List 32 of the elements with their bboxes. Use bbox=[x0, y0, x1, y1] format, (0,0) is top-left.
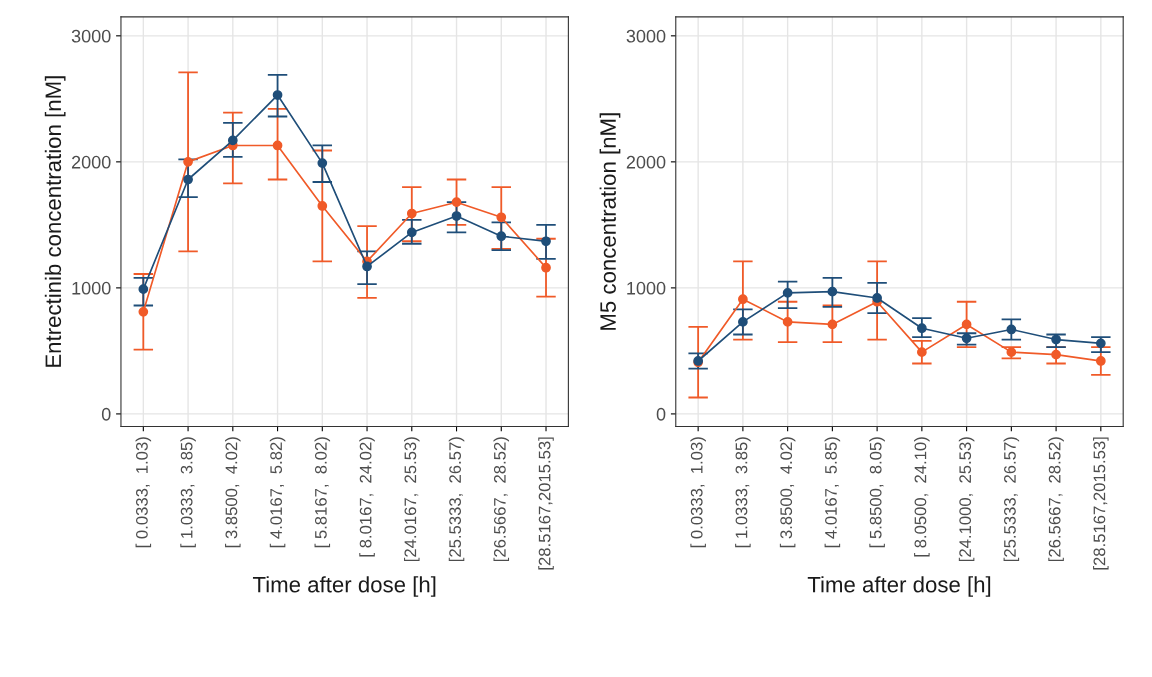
x-axis-title: Time after dose [h] bbox=[252, 576, 436, 597]
x-tick-label: [25.5333, 26.57) bbox=[448, 437, 465, 562]
x-tick-label: [ 5.8500, 8.05) bbox=[869, 437, 885, 548]
y-tick-label: 2000 bbox=[71, 155, 111, 169]
x-tick-label: [26.5667, 28.52) bbox=[493, 437, 510, 562]
x-tick-label: [26.5667, 28.52) bbox=[1048, 437, 1064, 562]
x-tick-label: [ 8.0167, 24.02) bbox=[359, 437, 375, 557]
y-axis-title: Entrectinib concentration [nM] bbox=[44, 76, 66, 367]
y-tick-label: 2000 bbox=[626, 155, 666, 169]
x-tick-label: [28.5167,2015.53] bbox=[538, 437, 554, 570]
x-tick-label: [ 4.0167, 5.85) bbox=[824, 437, 841, 548]
x-tick-label: [ 5.8167, 8.02) bbox=[314, 437, 331, 548]
x-tick-label: [24.0167, 25.53) bbox=[404, 437, 420, 562]
x-tick-label: [ 0.0333, 1.03) bbox=[135, 437, 152, 548]
y-tick-label: 0 bbox=[656, 407, 666, 421]
y-axis-title: M5 concentration [nM] bbox=[599, 113, 621, 330]
y-tick-label: 0 bbox=[101, 407, 111, 421]
x-axis-title: Time after dose [h] bbox=[807, 576, 991, 597]
x-tick-label: [ 1.0333, 3.85) bbox=[180, 437, 196, 548]
x-tick-label: [ 0.0333, 1.03) bbox=[690, 437, 706, 548]
x-tick-label: [ 3.8500, 4.02) bbox=[225, 437, 241, 548]
x-tick-label: [ 4.0167, 5.82) bbox=[269, 437, 286, 548]
y-tick-label: 3000 bbox=[626, 29, 666, 43]
x-tick-label: [ 8.0500, 24.10) bbox=[914, 437, 930, 557]
x-tick-label: [ 3.8500, 4.02) bbox=[779, 437, 796, 548]
x-tick-label: [24.1000, 25.53) bbox=[958, 437, 975, 562]
y-tick-label: 1000 bbox=[72, 281, 111, 295]
x-tick-label: [25.5333, 26.57) bbox=[1003, 437, 1020, 562]
y-tick-label: 3000 bbox=[71, 29, 111, 43]
y-tick-label: 1000 bbox=[627, 281, 666, 295]
x-tick-label: [ 1.0333, 3.85) bbox=[735, 437, 751, 548]
x-tick-label: [28.5167,2015.53] bbox=[1093, 437, 1109, 570]
